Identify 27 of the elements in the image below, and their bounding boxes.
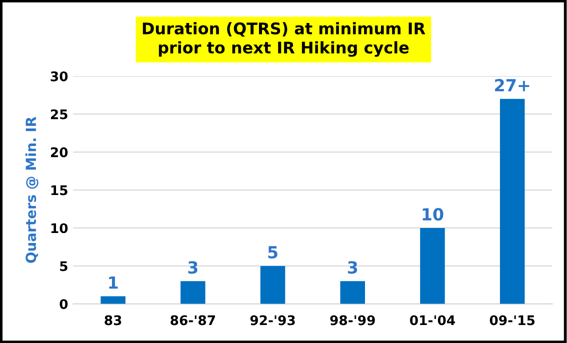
x-tick-label: 92-'93 (250, 315, 295, 326)
bar (500, 98, 525, 304)
data-label: 27+ (495, 78, 530, 92)
y-tick-label: 5 (60, 261, 68, 272)
bar (340, 281, 366, 304)
y-axis-title: Quarters @ Min. IR (25, 116, 38, 263)
x-tick-label: 86-'87 (170, 315, 215, 326)
data-label: 3 (188, 261, 198, 274)
data-label: 5 (268, 246, 278, 259)
bar (100, 296, 126, 304)
chart-title: Duration (QTRS) at minimum IR prior to next IR Hiking cycle (142, 22, 426, 57)
bar (260, 266, 286, 304)
y-tick-label: 25 (50, 109, 68, 120)
x-tick-label: 98-'99 (330, 315, 375, 326)
bar (180, 281, 206, 304)
data-label: 10 (422, 208, 444, 221)
y-tick-label: 30 (50, 71, 68, 82)
y-tick-label: 15 (51, 185, 68, 196)
y-tick-label: 0 (60, 299, 68, 310)
x-tick-label: 09-'15 (490, 315, 535, 326)
bar (420, 228, 445, 304)
y-tick-label: 10 (51, 223, 68, 234)
data-label: 3 (348, 261, 358, 274)
data-label: 1 (109, 276, 118, 289)
x-tick-label: 83 (104, 315, 122, 326)
y-tick-label: 20 (50, 147, 68, 158)
x-tick-label: 01-'04 (410, 315, 455, 326)
